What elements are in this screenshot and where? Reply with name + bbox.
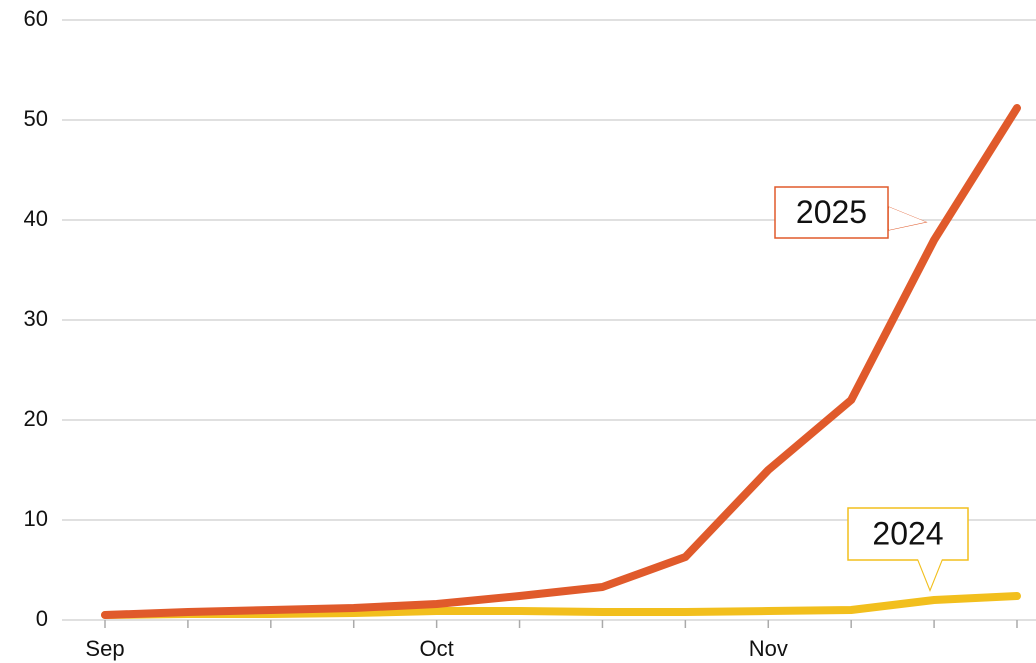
callout-joint xyxy=(889,207,926,230)
y-tick-label: 40 xyxy=(24,206,48,231)
x-tick-label: Oct xyxy=(420,636,454,661)
y-tick-label: 10 xyxy=(24,506,48,531)
legend-label: 2024 xyxy=(872,515,943,551)
legend-label: 2025 xyxy=(796,194,867,230)
x-tick-label: Nov xyxy=(749,636,788,661)
series-line xyxy=(101,104,1021,619)
y-tick-label: 20 xyxy=(24,406,48,431)
callout-joint xyxy=(918,559,942,589)
x-tick-label: Sep xyxy=(85,636,124,661)
y-tick-label: 50 xyxy=(24,106,48,131)
y-tick-label: 30 xyxy=(24,306,48,331)
callout-box xyxy=(847,507,969,561)
callout-box xyxy=(774,186,889,239)
y-tick-label: 0 xyxy=(36,606,48,631)
y-tick-label: 60 xyxy=(24,6,48,31)
